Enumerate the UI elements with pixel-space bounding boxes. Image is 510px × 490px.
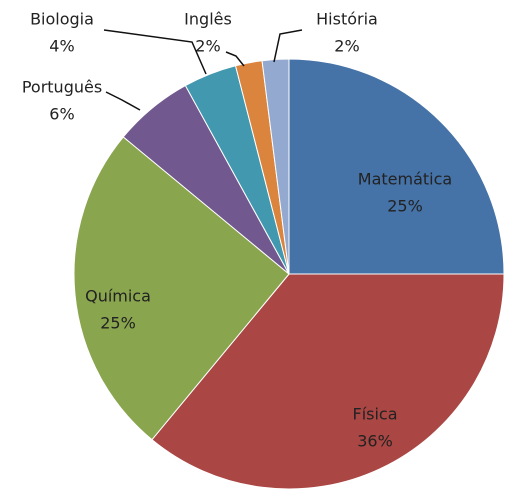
labels: Matemática 25% Física 36% Química 25% Portuguê… [22, 10, 452, 451]
value-label: 2% [195, 37, 220, 56]
category-label: Matemática [358, 170, 452, 189]
value-label: 2% [334, 37, 359, 56]
category-label: Física [352, 405, 397, 424]
pie-slice [73, 136, 290, 441]
leader-line [225, 51, 245, 67]
value-label: 36% [357, 432, 393, 451]
value-label: 25% [387, 197, 423, 216]
category-label: Português [22, 78, 102, 97]
pie-slice [261, 58, 290, 275]
value-label: 6% [49, 105, 74, 124]
leader-line [105, 91, 141, 111]
category-label: Inglês [184, 10, 232, 29]
pie [73, 58, 505, 490]
value-label: 4% [49, 37, 74, 56]
category-label: Biologia [30, 10, 94, 29]
pie-slice [288, 58, 505, 275]
leader-line [273, 29, 303, 63]
category-label: Química [85, 287, 151, 306]
value-label: 25% [100, 314, 136, 333]
leader-line [103, 29, 207, 75]
category-label: História [316, 10, 378, 29]
pie-slice [151, 273, 505, 490]
